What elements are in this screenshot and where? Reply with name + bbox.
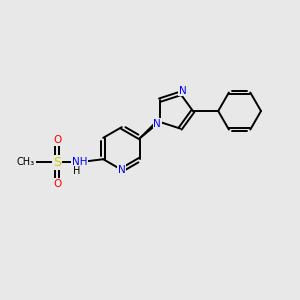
Text: N: N bbox=[118, 165, 126, 175]
Text: CH₃: CH₃ bbox=[17, 157, 35, 167]
Text: N: N bbox=[153, 119, 161, 129]
Text: NH: NH bbox=[72, 157, 87, 167]
Text: N: N bbox=[179, 85, 187, 95]
Text: O: O bbox=[53, 135, 61, 145]
Text: H: H bbox=[74, 166, 81, 176]
Text: O: O bbox=[53, 179, 61, 189]
Text: S: S bbox=[53, 156, 61, 169]
